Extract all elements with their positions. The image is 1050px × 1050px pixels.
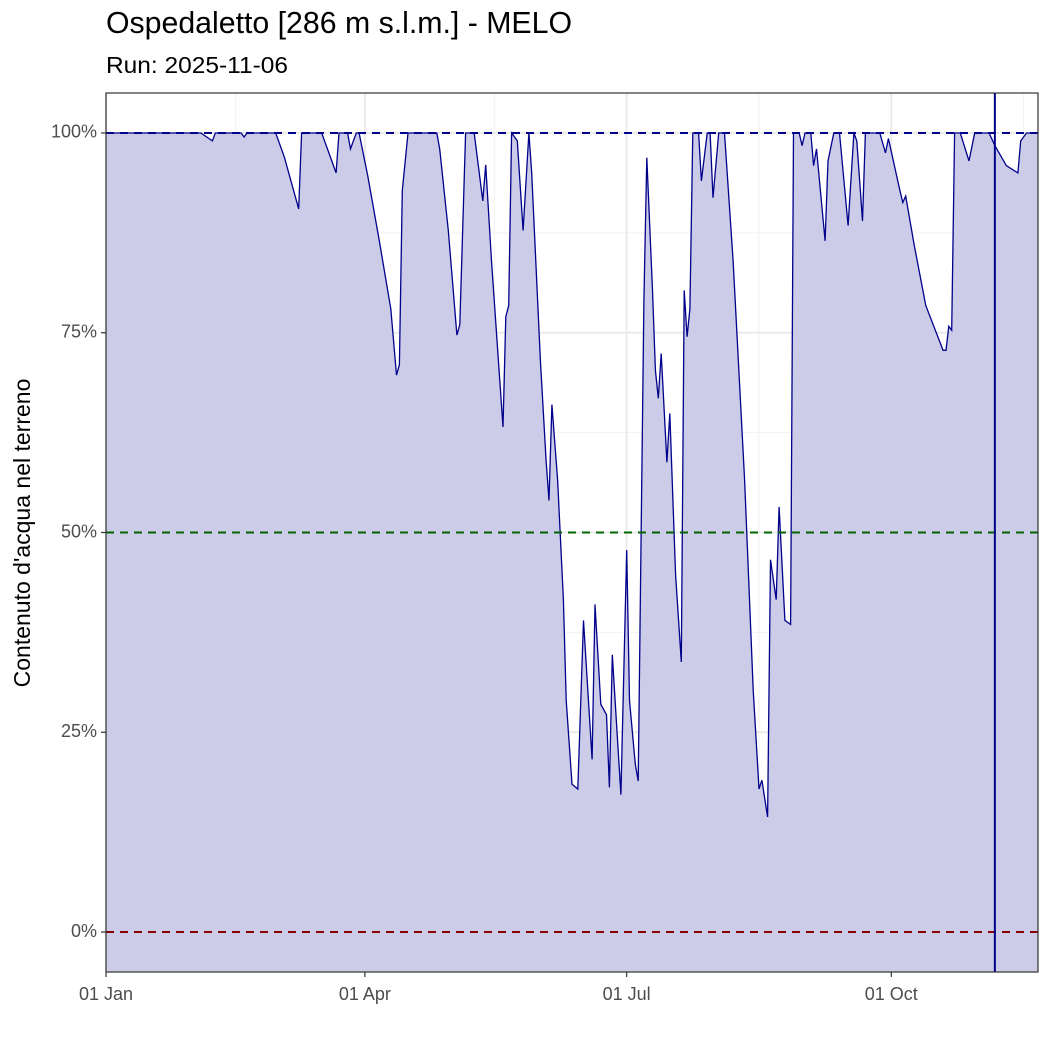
x-tick-label: 01 Jul xyxy=(603,984,651,1004)
chart-title: Ospedaletto [286 m s.l.m.] - MELO xyxy=(106,5,572,40)
x-tick-label: 01 Jan xyxy=(79,984,133,1004)
line xyxy=(106,131,1038,818)
area xyxy=(106,133,1038,972)
x-tick-label: 01 Apr xyxy=(339,984,391,1004)
y-tick-label: 100% xyxy=(51,122,97,142)
x-tick-label: 01 Oct xyxy=(865,984,918,1004)
y-axis-label: Contenuto d'acqua nel terreno xyxy=(9,379,35,688)
y-tick-label: 0% xyxy=(71,921,97,941)
y-tick-label: 25% xyxy=(61,721,97,741)
y-tick-label: 75% xyxy=(61,321,97,341)
chart-subtitle: Run: 2025-11-06 xyxy=(106,52,288,78)
y-tick-label: 50% xyxy=(61,521,97,541)
